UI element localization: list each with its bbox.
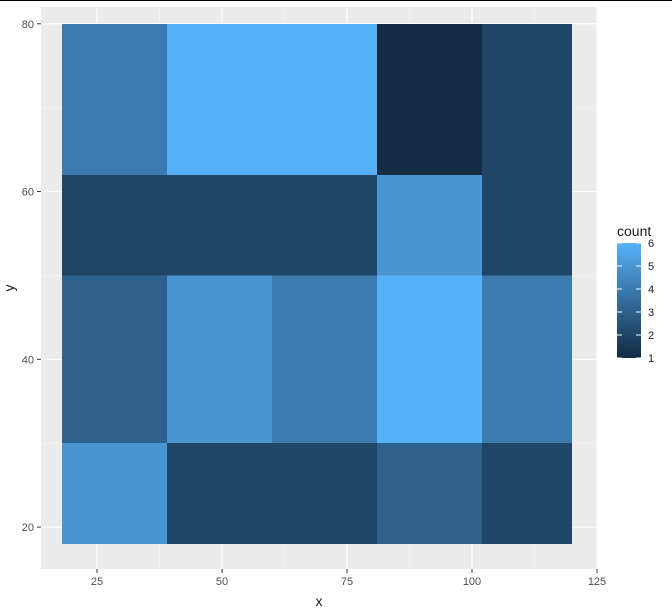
x-tick-label: 125 — [588, 576, 606, 588]
heatmap-tile — [62, 174, 377, 276]
color-legend: count 1 2 3 4 5 6 — [617, 223, 654, 365]
y-tick-label: 40 — [22, 354, 34, 366]
heatmap-tiles — [62, 23, 572, 544]
legend-tick-label: 2 — [648, 330, 654, 342]
y-axis-title: y — [1, 285, 17, 292]
x-tick-label: 100 — [463, 576, 481, 588]
legend-tick-label: 5 — [648, 261, 654, 273]
y-tick-label: 80 — [22, 19, 34, 31]
legend-ticks: 1 2 3 4 5 6 — [617, 238, 654, 365]
heatmap-tile — [167, 275, 272, 444]
legend-tick-label: 4 — [648, 284, 654, 296]
heatmap-tile — [62, 443, 167, 544]
heatmap-tile — [377, 23, 482, 175]
x-tick-label: 25 — [91, 576, 103, 588]
top-border-line — [0, 0, 672, 1]
y-tick-label: 20 — [22, 522, 34, 534]
heatmap-tile — [62, 23, 167, 175]
heatmap-tile — [482, 174, 572, 276]
heatmap-tile — [377, 275, 482, 444]
legend-title: count — [617, 223, 651, 239]
heatmap-tile — [482, 23, 572, 175]
heatmap-tile — [377, 443, 482, 544]
legend-tick-label: 3 — [648, 307, 654, 319]
heatmap-tile — [377, 174, 482, 276]
y-axis: 20 40 60 80 — [22, 19, 41, 534]
x-tick-label: 50 — [216, 576, 228, 588]
x-tick-label: 75 — [341, 576, 353, 588]
heatmap-tile — [482, 443, 572, 544]
legend-tick-label: 6 — [648, 238, 654, 250]
heatmap-tile — [167, 23, 377, 175]
legend-colorbar — [617, 243, 641, 358]
legend-tick-label: 1 — [648, 353, 654, 365]
heatmap-tile — [167, 443, 377, 544]
y-tick-label: 60 — [22, 187, 34, 199]
heatmap-tile — [272, 275, 377, 444]
x-axis: 25 50 75 100 125 — [91, 569, 606, 588]
heatmap-tile — [62, 275, 167, 444]
x-axis-title: x — [316, 593, 323, 609]
heatmap-tile — [482, 275, 572, 444]
